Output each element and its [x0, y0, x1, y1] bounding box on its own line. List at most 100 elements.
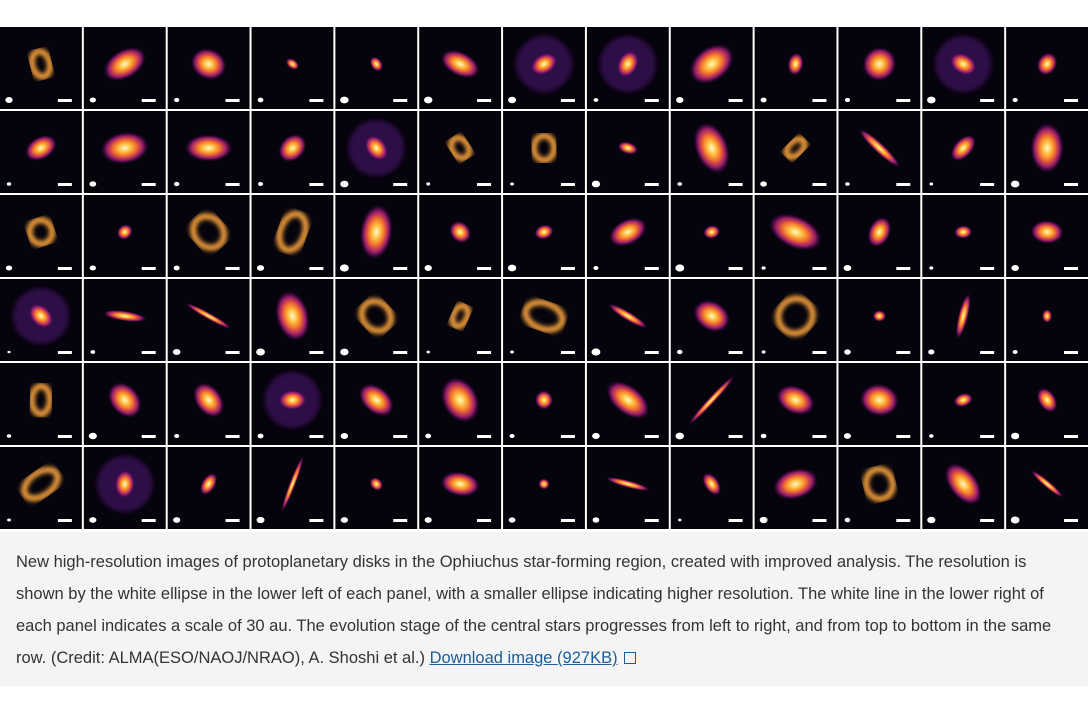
scale-bar [57, 435, 72, 438]
scale-bar [141, 99, 156, 102]
scale-bar [57, 351, 72, 354]
scale-bar [57, 519, 72, 522]
beam [760, 181, 767, 187]
ring [522, 299, 566, 333]
panel-bg [0, 27, 82, 109]
disk [1042, 309, 1053, 323]
disk [114, 470, 135, 498]
panel [0, 447, 82, 529]
beam [340, 348, 349, 356]
scale-bar [477, 351, 492, 354]
disk [107, 382, 142, 418]
panel [419, 111, 502, 193]
scale-bar [477, 99, 492, 102]
beam [173, 265, 180, 271]
scale-bar [644, 519, 659, 522]
beam [761, 350, 766, 354]
beam [675, 264, 685, 272]
scale-bar [1064, 351, 1078, 354]
panel [754, 27, 837, 109]
disk [285, 58, 300, 70]
panel [1006, 447, 1088, 529]
edge-on-disk [281, 455, 304, 513]
disk [872, 310, 887, 322]
disk [369, 56, 383, 72]
panel [0, 363, 82, 445]
panel-bg [838, 447, 921, 529]
scale-bar [644, 183, 659, 186]
panel [83, 279, 166, 361]
external-icon [623, 652, 636, 664]
panel-bg [251, 195, 334, 277]
scale-bar [644, 351, 659, 354]
disk [116, 224, 133, 240]
scale-bar [980, 435, 995, 438]
beam [507, 264, 517, 272]
scale-bar [812, 183, 827, 186]
ring [26, 216, 56, 248]
panel [83, 27, 166, 109]
panel [419, 195, 502, 277]
beam [1012, 350, 1018, 354]
scale-bar [980, 183, 995, 186]
ring [21, 466, 61, 502]
panel [503, 27, 585, 109]
panel-bg [335, 279, 418, 361]
scale-bar [225, 267, 240, 270]
disk [184, 134, 233, 162]
beam [1012, 97, 1018, 103]
scale-bar [728, 267, 743, 270]
beam [759, 516, 768, 524]
beam [592, 517, 600, 523]
disk [776, 384, 815, 416]
scale-bar [728, 435, 743, 438]
ring [449, 302, 472, 330]
disk [950, 134, 976, 162]
disk [534, 224, 554, 240]
download-link[interactable]: Download image (927KB) [429, 649, 618, 667]
panel [167, 111, 250, 193]
disk [773, 468, 819, 500]
panel [0, 195, 82, 277]
panel [838, 279, 921, 361]
scale-bar [812, 519, 827, 522]
disk [617, 141, 638, 155]
beam [89, 181, 97, 187]
beam [424, 517, 432, 523]
edge-on-disk [955, 293, 971, 339]
beam [845, 182, 850, 186]
scale-bar [896, 267, 911, 270]
beam [844, 349, 851, 355]
panel-bg [0, 447, 82, 529]
scale-bar [896, 183, 911, 186]
beam [1011, 432, 1020, 440]
panel [335, 363, 418, 445]
panel [83, 363, 166, 445]
scale-bar [57, 183, 72, 186]
panel [503, 363, 585, 445]
disk [944, 462, 982, 506]
panel [251, 279, 334, 361]
scale-bar [728, 519, 743, 522]
disk [693, 299, 731, 333]
disk [440, 377, 480, 423]
beam [928, 349, 935, 355]
beam [508, 96, 517, 104]
beam [424, 265, 432, 271]
beam [677, 349, 683, 355]
panel [335, 279, 418, 361]
disk [359, 204, 393, 260]
disk [28, 303, 54, 329]
scale-bar [1064, 183, 1078, 186]
ring [862, 466, 896, 502]
disk [199, 472, 218, 496]
scale-bar [477, 519, 492, 522]
scale-bar [1064, 267, 1078, 270]
panel [1006, 195, 1088, 277]
panel [586, 279, 669, 361]
ring [447, 134, 473, 162]
scale-bar [225, 519, 240, 522]
panel [419, 363, 502, 445]
scale-bar [393, 351, 408, 354]
scale-bar [393, 519, 408, 522]
